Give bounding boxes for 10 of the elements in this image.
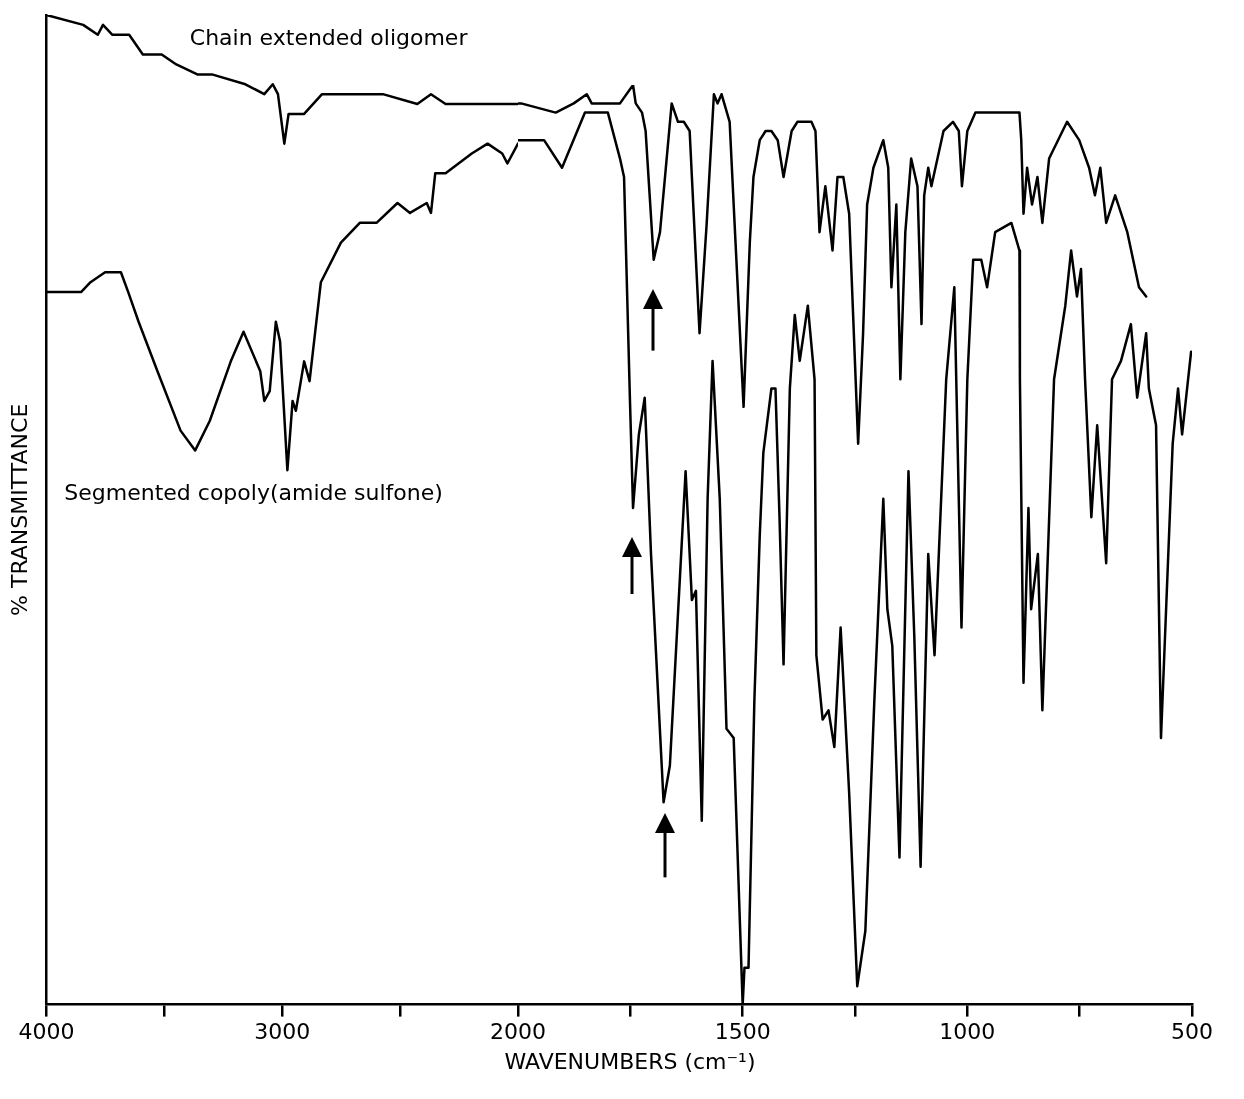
x-tick-label: 2000 <box>490 1018 546 1044</box>
y-axis-title: % TRANSMITTANCE <box>6 403 32 616</box>
x-tick-label: 4000 <box>18 1018 75 1044</box>
x-tick-label: 1500 <box>714 1018 771 1044</box>
x-tick-label: 500 <box>1171 1018 1213 1044</box>
series-label: Segmented copoly(amide sulfone) <box>64 479 443 505</box>
x-tick-label: 1000 <box>939 1018 996 1044</box>
x-axis-title: WAVENUMBERS (cm⁻¹) <box>503 1048 757 1075</box>
series-label: Chain extended oligomer <box>189 25 469 51</box>
x-tick-label: 3000 <box>254 1018 311 1044</box>
